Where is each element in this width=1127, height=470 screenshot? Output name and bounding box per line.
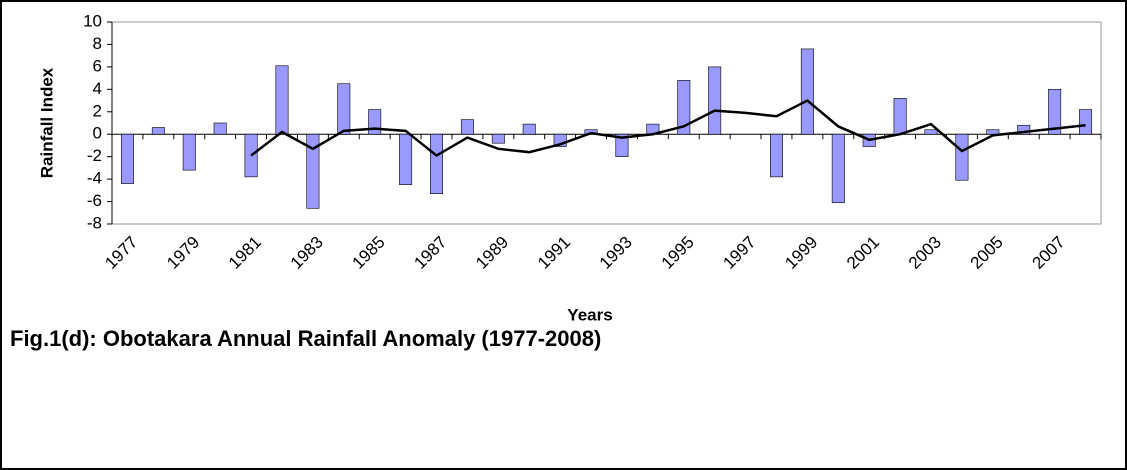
y-tick-label: -2 — [87, 146, 102, 165]
bar — [306, 133, 320, 209]
bar — [399, 133, 413, 186]
bar — [800, 48, 814, 135]
bar — [1079, 109, 1093, 135]
bar — [368, 109, 382, 135]
bar — [337, 83, 351, 135]
bar — [151, 127, 165, 135]
bar — [430, 133, 443, 195]
bar — [182, 133, 196, 171]
y-tick-label: 2 — [93, 101, 102, 120]
bar — [986, 129, 1000, 135]
bar — [708, 66, 722, 135]
bar — [1048, 89, 1062, 135]
y-tick-label: 0 — [93, 124, 102, 143]
bar — [213, 122, 227, 135]
bar — [615, 133, 629, 157]
x-axis-title: Years — [567, 305, 612, 324]
bar — [831, 133, 845, 203]
y-tick-label: 6 — [93, 56, 102, 75]
y-axis-title: Rainfall Index — [37, 67, 56, 178]
y-tick-label: 4 — [93, 79, 102, 98]
bar — [522, 123, 536, 135]
bar — [924, 129, 938, 135]
bar — [770, 133, 783, 178]
caption: Fig.1(d): Obotakara Annual Rainfall Anom… — [10, 326, 601, 351]
bar — [491, 133, 505, 144]
bar — [677, 80, 691, 135]
y-tick-label: -8 — [87, 213, 102, 232]
bar — [955, 133, 969, 181]
bar — [893, 98, 907, 135]
bar — [1017, 124, 1031, 135]
bar — [120, 133, 134, 184]
y-tick-label: 10 — [83, 11, 102, 30]
trend-line — [250, 99, 1086, 158]
bar — [275, 65, 289, 135]
y-tick-label: -4 — [87, 169, 102, 188]
y-tick-label: -6 — [87, 191, 102, 210]
y-tick-label: 8 — [93, 34, 102, 53]
bar — [460, 119, 474, 135]
